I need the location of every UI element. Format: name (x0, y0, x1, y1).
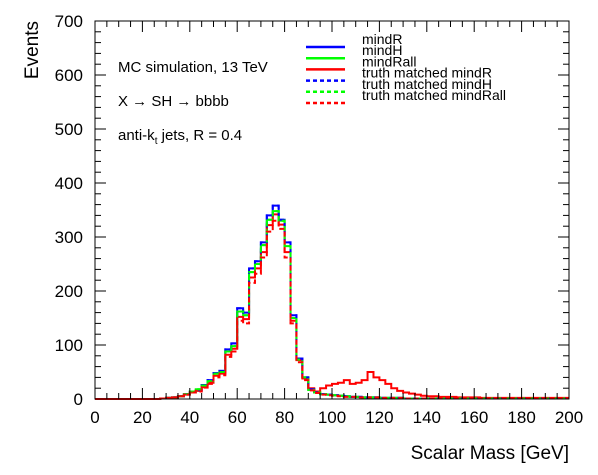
x-tick-label: 80 (275, 408, 294, 427)
legend-label: truth matched mindRall (362, 87, 506, 103)
annotation-jets-part-a: anti-k (118, 127, 155, 144)
x-tick-label: 200 (555, 408, 583, 427)
y-tick-labels: 0 100 200 300 400 500 600 700 (55, 12, 83, 409)
legend-entry: mindRall (306, 53, 416, 71)
y-tick-label: 400 (55, 174, 83, 193)
legend-label: mindR (362, 31, 402, 47)
y-tick-label: 200 (55, 282, 83, 301)
legend-label: mindH (362, 42, 402, 58)
x-tick-label: 20 (133, 408, 152, 427)
x-tick-labels: 0 20 40 60 80 100 120 140 160 180 200 (90, 408, 583, 427)
y-tick-label: 500 (55, 120, 83, 139)
annotation-jets-part-b: jets, R = 0.4 (157, 127, 242, 144)
x-axis-title: Scalar Mass [GeV] (411, 443, 569, 464)
series-truth-matched-mindrall (95, 219, 569, 400)
annotation-jets-subscript: t (155, 136, 158, 147)
legend-entry: mindR (306, 31, 402, 49)
x-tick-label: 100 (318, 408, 346, 427)
annotation-process: X → SH → bbbb (118, 93, 229, 110)
annotation-block: MC simulation, 13 TeV X → SH → bbbb anti… (118, 59, 268, 147)
legend-label: truth matched mindH (362, 76, 492, 92)
x-tick-label: 160 (460, 408, 488, 427)
x-tick-label: 120 (365, 408, 393, 427)
x-tick-label: 180 (507, 408, 535, 427)
legend-entry: truth matched mindR (306, 65, 492, 82)
y-axis-title: Events (22, 21, 43, 79)
legend-entry: truth matched mindH (306, 76, 492, 94)
annotation-mc-simulation: MC simulation, 13 TeV (118, 59, 268, 76)
x-tick-label: 40 (180, 408, 199, 427)
legend-entry: truth matched mindRall (306, 87, 506, 105)
y-tick-label: 0 (74, 390, 83, 409)
x-tick-label: 0 (90, 408, 99, 427)
legend-entry: mindH (306, 42, 402, 60)
x-tick-label: 60 (228, 408, 247, 427)
y-tick-label: 300 (55, 228, 83, 247)
annotation-jets: anti-kt jets, R = 0.4 (118, 127, 242, 147)
y-tick-label: 700 (55, 12, 83, 31)
legend-label: mindRall (362, 53, 416, 69)
y-tick-label: 600 (55, 66, 83, 85)
legend-label: truth matched mindR (362, 65, 492, 81)
axis-ticks (94, 20, 570, 400)
x-tick-label: 140 (413, 408, 441, 427)
y-tick-label: 100 (55, 336, 83, 355)
